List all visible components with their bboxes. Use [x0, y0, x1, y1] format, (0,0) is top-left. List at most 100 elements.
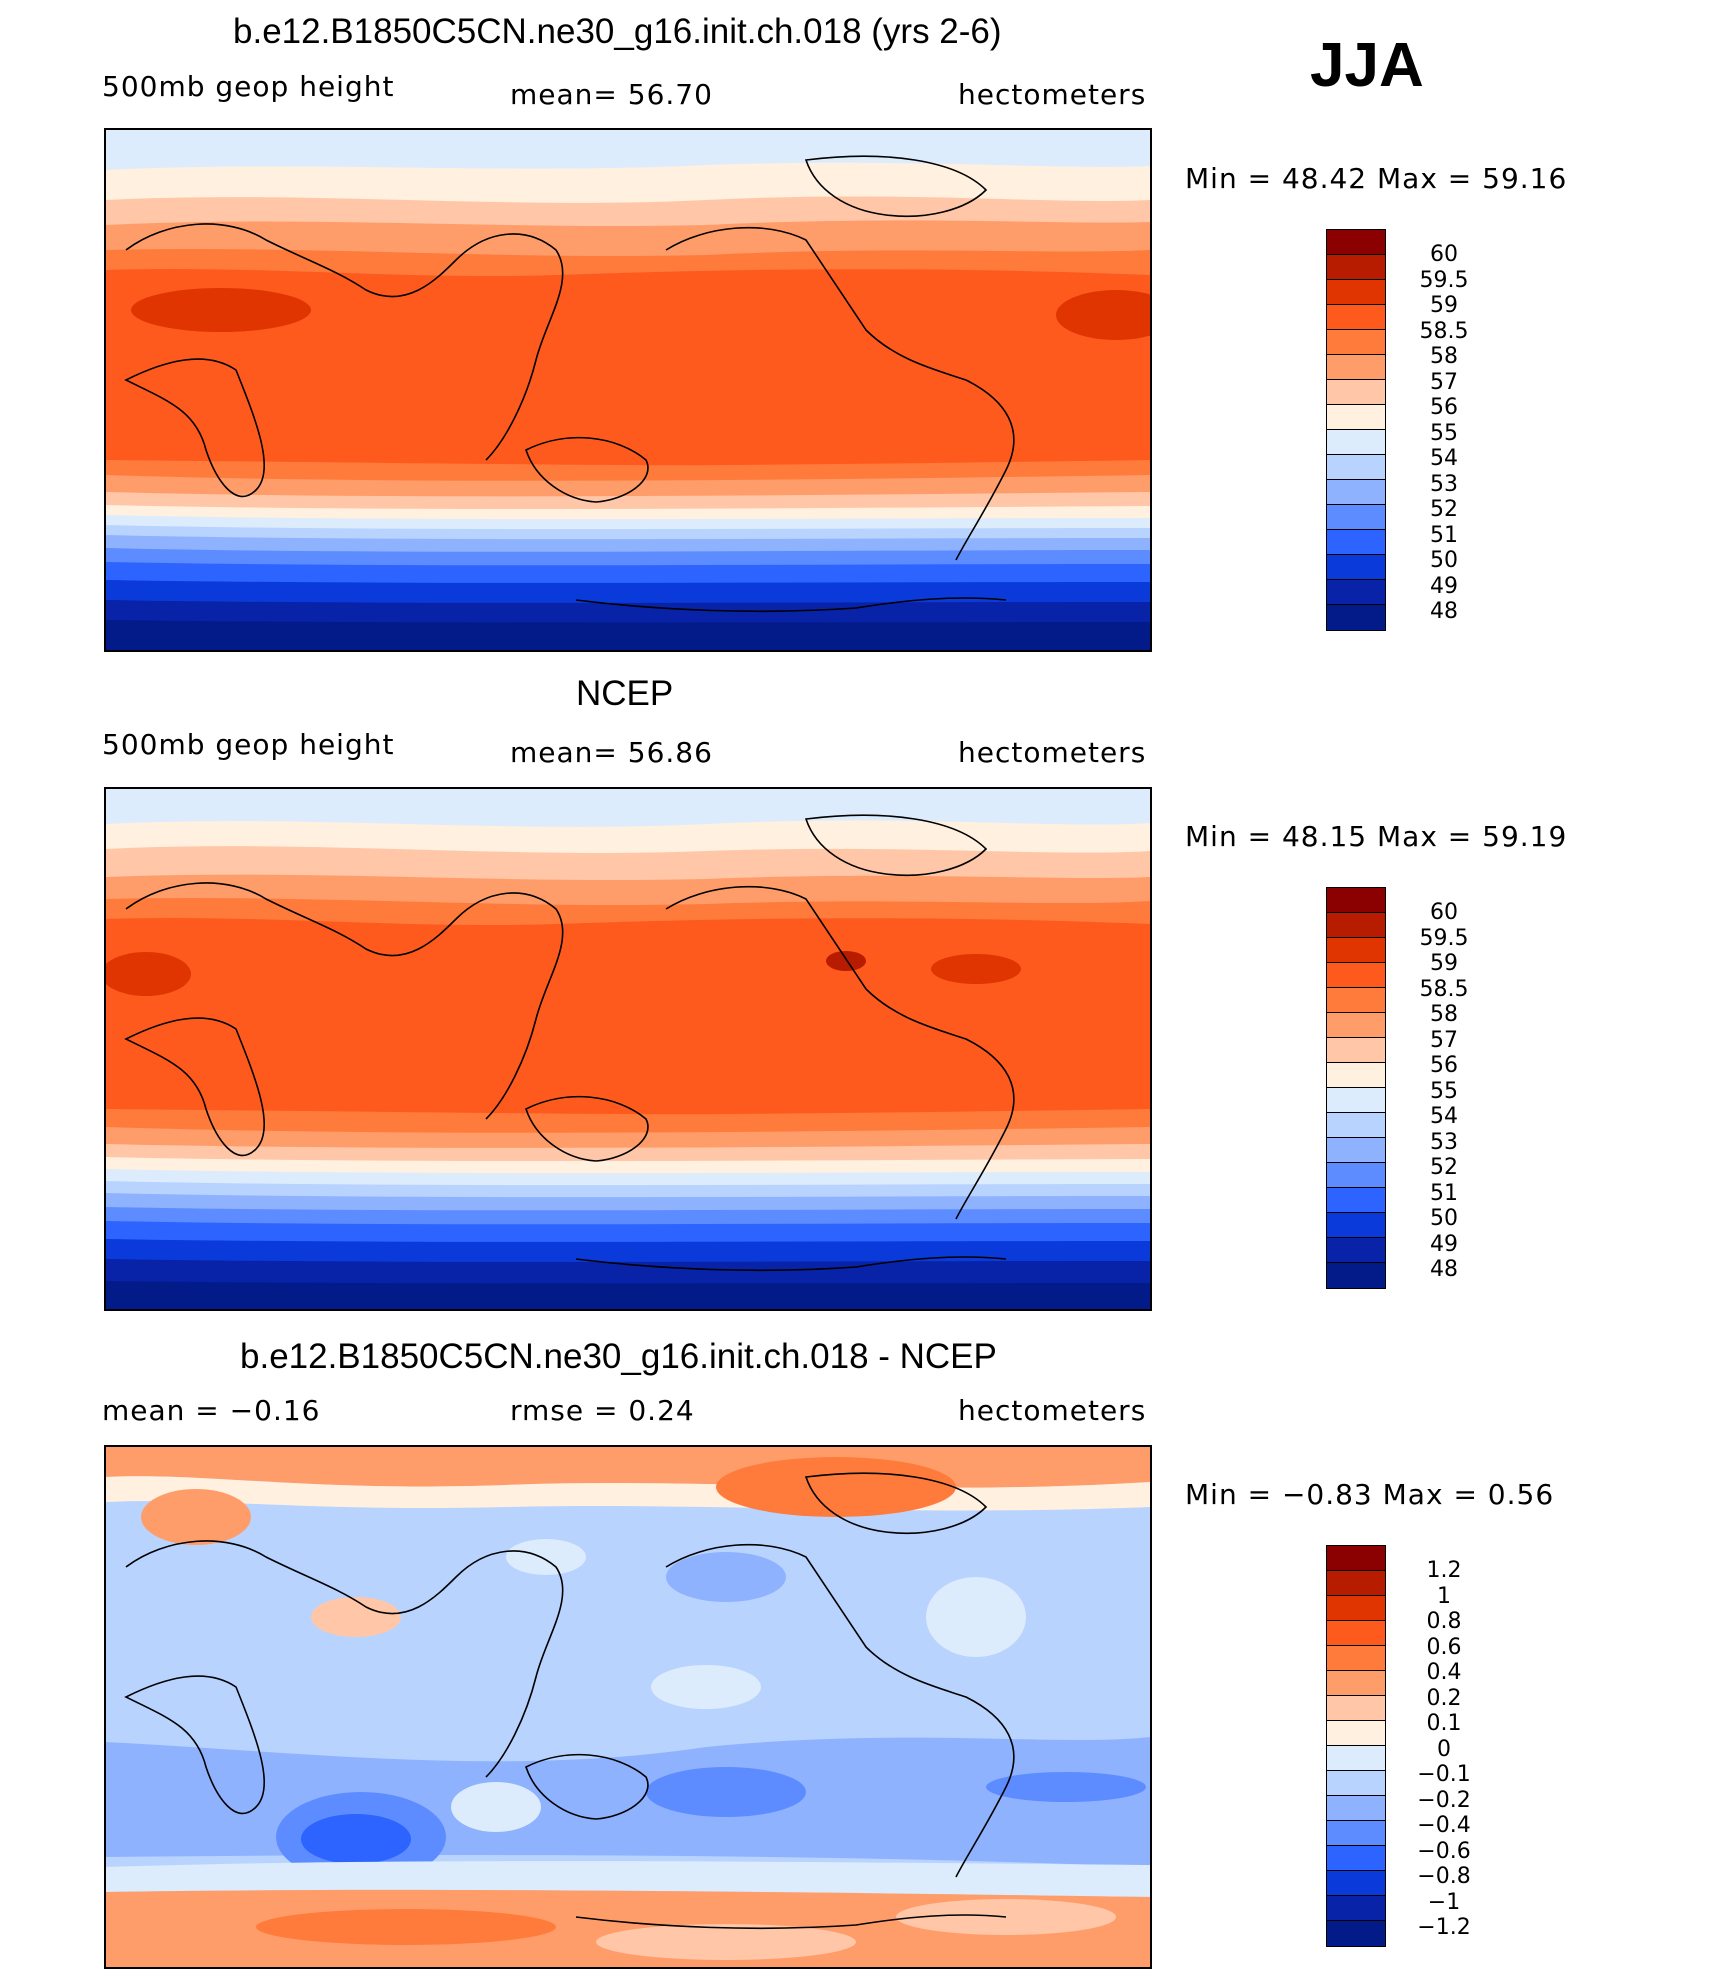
colorbar-swatch — [1327, 1138, 1385, 1163]
colorbar-label: 0.2 — [1426, 1686, 1462, 1711]
colorbar-swatch — [1327, 1238, 1385, 1263]
colorbar-swatch — [1327, 1571, 1385, 1596]
colorbar-label: 57 — [1430, 1028, 1458, 1053]
panel-3-minmax: Min = −0.83 Max = 0.56 — [1185, 1478, 1555, 1511]
colorbar-swatch — [1327, 230, 1385, 255]
colorbar-swatch — [1327, 505, 1385, 530]
colorbar-label: −0.1 — [1417, 1762, 1471, 1787]
colorbar-swatch — [1327, 455, 1385, 480]
panel-1-map — [104, 128, 1152, 652]
colorbar-swatch — [1327, 1771, 1385, 1796]
colorbar-swatch — [1327, 1013, 1385, 1038]
colorbar-swatch — [1327, 1696, 1385, 1721]
colorbar-swatch — [1327, 530, 1385, 555]
colorbar-swatch — [1327, 938, 1385, 963]
panel-1-title: b.e12.B1850C5CN.ne30_g16.init.ch.018 (yr… — [233, 12, 1002, 51]
colorbar-swatch — [1327, 1821, 1385, 1846]
colorbar-swatch — [1327, 1621, 1385, 1646]
panel-1-variable-label: 500mb geop height — [102, 70, 395, 103]
colorbar-label: 53 — [1430, 472, 1458, 497]
colorbar-swatch — [1327, 330, 1385, 355]
colorbar-label: 0.1 — [1426, 1711, 1462, 1736]
panel-2-map — [104, 787, 1152, 1311]
panel-3-map — [104, 1445, 1152, 1969]
colorbar-label: 60 — [1430, 242, 1458, 267]
panel-2-variable-label: 500mb geop height — [102, 728, 395, 761]
colorbar-swatch — [1327, 888, 1385, 913]
colorbar-label: 54 — [1430, 446, 1458, 471]
colorbar-swatch — [1327, 1896, 1385, 1921]
colorbar-swatch — [1327, 1746, 1385, 1771]
colorbar-label: 53 — [1430, 1130, 1458, 1155]
colorbar-label: 59 — [1430, 951, 1458, 976]
colorbar-swatch — [1327, 963, 1385, 988]
colorbar-swatch — [1327, 1596, 1385, 1621]
colorbar-swatch — [1327, 1921, 1385, 1946]
colorbar-label: 59.5 — [1419, 268, 1469, 293]
panel-3-colorbar — [1326, 1545, 1386, 1947]
colorbar-swatch — [1327, 1163, 1385, 1188]
colorbar-label: 58 — [1430, 344, 1458, 369]
colorbar-swatch — [1327, 280, 1385, 305]
colorbar-swatch — [1327, 1113, 1385, 1138]
colorbar-label: 59 — [1430, 293, 1458, 318]
colorbar-label: 57 — [1430, 370, 1458, 395]
panel-3-mean-label: mean = −0.16 — [102, 1394, 321, 1427]
colorbar-swatch — [1327, 555, 1385, 580]
colorbar-label: 50 — [1430, 548, 1458, 573]
colorbar-label: 48 — [1430, 1257, 1458, 1282]
colorbar-label: 49 — [1430, 1232, 1458, 1257]
panel-1-units-label: hectometers — [958, 78, 1147, 111]
colorbar-swatch — [1327, 1796, 1385, 1821]
colorbar-swatch — [1327, 355, 1385, 380]
colorbar-label: 48 — [1430, 599, 1458, 624]
colorbar-label: 52 — [1430, 1155, 1458, 1180]
colorbar-swatch — [1327, 1646, 1385, 1671]
colorbar-swatch — [1327, 255, 1385, 280]
colorbar-label: 54 — [1430, 1104, 1458, 1129]
colorbar-label: 51 — [1430, 523, 1458, 548]
panel-2-title: NCEP — [576, 674, 674, 713]
colorbar-swatch — [1327, 1263, 1385, 1288]
colorbar-label: −0.8 — [1417, 1864, 1471, 1889]
colorbar-swatch — [1327, 1846, 1385, 1871]
colorbar-swatch — [1327, 405, 1385, 430]
colorbar-swatch — [1327, 1671, 1385, 1696]
colorbar-label: 58 — [1430, 1002, 1458, 1027]
colorbar-swatch — [1327, 480, 1385, 505]
colorbar-swatch — [1327, 605, 1385, 630]
panel-2-units-label: hectometers — [958, 736, 1147, 769]
colorbar-label: 51 — [1430, 1181, 1458, 1206]
colorbar-swatch — [1327, 1871, 1385, 1896]
colorbar-swatch — [1327, 1088, 1385, 1113]
colorbar-label: 55 — [1430, 1079, 1458, 1104]
colorbar-swatch — [1327, 1038, 1385, 1063]
panel-2-colorbar — [1326, 887, 1386, 1289]
colorbar-label: 50 — [1430, 1206, 1458, 1231]
colorbar-swatch — [1327, 988, 1385, 1013]
panel-1-mean-label: mean= 56.70 — [510, 78, 713, 111]
panel-3-title: b.e12.B1850C5CN.ne30_g16.init.ch.018 - N… — [240, 1337, 997, 1376]
panel-1-colorbar — [1326, 229, 1386, 631]
colorbar-label: −0.4 — [1417, 1813, 1471, 1838]
colorbar-swatch — [1327, 1213, 1385, 1238]
colorbar-swatch — [1327, 913, 1385, 938]
colorbar-label: −0.6 — [1417, 1839, 1471, 1864]
colorbar-label: 55 — [1430, 421, 1458, 446]
colorbar-label: 49 — [1430, 574, 1458, 599]
colorbar-label: 56 — [1430, 395, 1458, 420]
colorbar-swatch — [1327, 305, 1385, 330]
colorbar-swatch — [1327, 380, 1385, 405]
colorbar-label: 58.5 — [1419, 319, 1469, 344]
colorbar-label: 1 — [1437, 1584, 1451, 1609]
panel-1-minmax: Min = 48.42 Max = 59.16 — [1185, 162, 1568, 195]
colorbar-label: 58.5 — [1419, 977, 1469, 1002]
colorbar-swatch — [1327, 1188, 1385, 1213]
panel-3-units-label: hectometers — [958, 1394, 1147, 1427]
colorbar-swatch — [1327, 1546, 1385, 1571]
panel-2-minmax: Min = 48.15 Max = 59.19 — [1185, 820, 1568, 853]
colorbar-label: −1 — [1427, 1890, 1461, 1915]
colorbar-label: 1.2 — [1426, 1558, 1462, 1583]
colorbar-label: 0.6 — [1426, 1635, 1462, 1660]
colorbar-label: 0.4 — [1426, 1660, 1462, 1685]
